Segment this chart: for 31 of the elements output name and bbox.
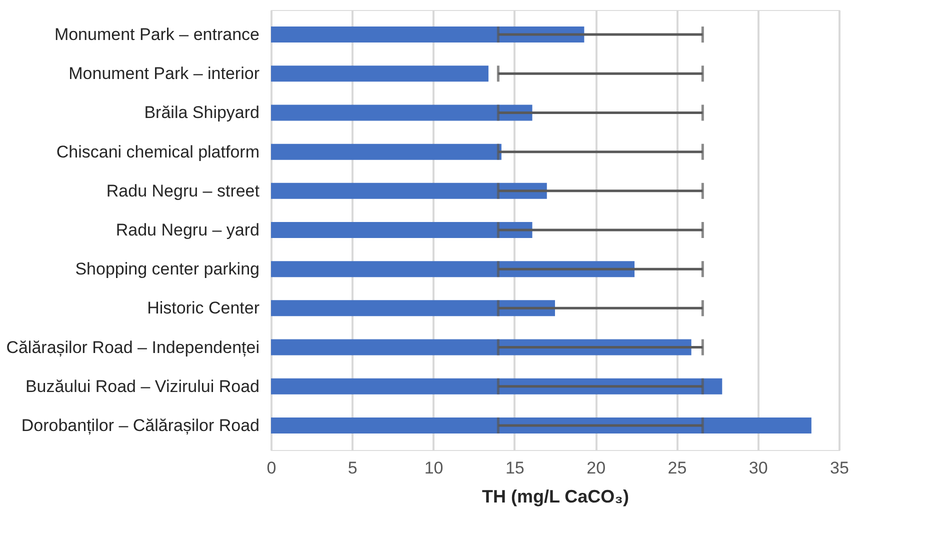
- bar: [271, 339, 692, 356]
- x-tick-label: 0: [266, 458, 276, 478]
- y-tick-label: Radu Negru – street: [106, 181, 260, 200]
- bar: [271, 104, 532, 121]
- bar: [271, 182, 547, 199]
- x-tick-label: 25: [668, 458, 687, 478]
- y-tick-label: Buzăului Road – Vizirului Road: [25, 376, 260, 396]
- y-tick-label: Monument Park – interior: [68, 64, 260, 84]
- x-tick-label: 20: [586, 458, 606, 478]
- x-tick-label: 10: [424, 458, 444, 478]
- bar: [271, 300, 555, 316]
- y-tick-label: Călărașilor Road – Independenței: [6, 338, 260, 357]
- y-tick-label: Radu Negru – yard: [116, 220, 260, 240]
- bar: [271, 378, 722, 394]
- y-tick-label: Chiscani chemical platform: [56, 142, 260, 162]
- y-tick-label: Monument Park – entrance: [54, 25, 260, 44]
- x-tick-label: 35: [830, 458, 849, 478]
- x-tick-label: 15: [505, 458, 524, 478]
- bar: [271, 144, 502, 160]
- x-tick-label: 5: [348, 458, 358, 478]
- bar: [271, 66, 488, 82]
- x-axis-title: TH (mg/L CaCO₃): [482, 486, 629, 506]
- y-tick-label: Shopping center parking: [75, 260, 260, 279]
- y-tick-label: Brăila Shipyard: [144, 103, 260, 122]
- bar: [271, 222, 532, 238]
- y-tick-label: Historic Center: [147, 298, 260, 318]
- bar: [271, 261, 635, 278]
- x-tick-label: 30: [748, 458, 768, 478]
- bar: [271, 26, 584, 43]
- y-tick-label: Dorobanților – Călărașilor Road: [21, 416, 260, 435]
- bar: [271, 417, 812, 434]
